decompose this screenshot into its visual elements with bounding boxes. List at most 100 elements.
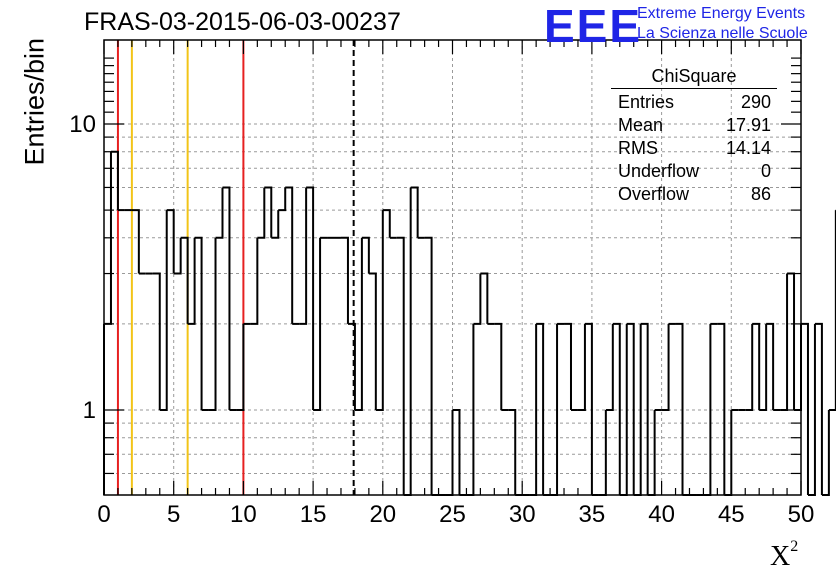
histogram-bar: [759, 324, 766, 410]
histogram-bar: [829, 210, 836, 410]
histogram-bar: [794, 324, 801, 410]
x-axis-label-sup: 2: [790, 538, 798, 555]
histogram-bar: [188, 238, 195, 324]
histogram-bar: [634, 324, 641, 495]
x-tick-label: 15: [300, 501, 327, 528]
reference-lines: [118, 40, 354, 495]
x-tick-label: 20: [369, 501, 396, 528]
histogram-bar: [627, 324, 634, 495]
stats-value: 17.91: [726, 114, 771, 137]
histogram-bar: [404, 187, 411, 495]
histogram-bar: [222, 187, 229, 410]
histogram-bar: [752, 324, 759, 410]
histogram-bar: [822, 410, 829, 495]
histogram-bar: [620, 324, 627, 495]
histogram-bar: [397, 238, 404, 495]
histogram-bar: [473, 274, 480, 324]
x-tick-label: 40: [648, 501, 675, 528]
histogram-bar: [362, 238, 369, 274]
histogram-bar: [216, 187, 223, 237]
x-tick-label: 35: [579, 501, 606, 528]
histogram-bar: [550, 324, 557, 495]
x-tick-label: 10: [230, 501, 257, 528]
stats-row-entries: Entries 290: [611, 91, 777, 114]
histogram-bar: [466, 324, 473, 495]
histogram-bar: [425, 238, 432, 495]
stats-title: ChiSquare: [611, 66, 777, 89]
stats-label: Overflow: [618, 183, 689, 206]
histogram-bar: [815, 324, 822, 495]
histogram-bar: [299, 187, 306, 323]
histogram-bar: [494, 324, 501, 410]
histogram-bar: [111, 152, 118, 210]
stats-label: RMS: [618, 137, 658, 160]
stats-row-mean: Mean 17.91: [611, 114, 777, 137]
x-tick-label: 45: [718, 501, 745, 528]
eee-logo-caption: Extreme Energy Events La Scienza nelle S…: [637, 4, 808, 44]
histogram-bar: [766, 324, 773, 410]
histogram-bar: [662, 324, 669, 410]
logo-line-2: La Scienza nelle Scuole: [637, 24, 808, 44]
stats-value: 0: [761, 160, 771, 183]
stats-value: 290: [741, 91, 771, 114]
x-tick-label: 30: [509, 501, 536, 528]
histogram-bar: [383, 210, 390, 238]
eee-logo: EEE: [544, 4, 642, 48]
histogram-bar: [745, 324, 752, 410]
histogram-bar: [780, 274, 787, 410]
logo-line-1: Extreme Energy Events: [637, 4, 808, 24]
histogram-bar: [257, 187, 264, 237]
stats-value: 14.14: [726, 137, 771, 160]
histogram-bar: [564, 324, 571, 410]
histogram-bar: [174, 238, 181, 274]
histogram-bar: [181, 238, 188, 324]
histogram-bar: [306, 187, 313, 410]
histogram-bar: [578, 324, 585, 410]
histogram-bar: [271, 210, 278, 238]
histogram-bar: [703, 324, 710, 495]
stats-label: Entries: [618, 91, 674, 114]
histogram-bar: [153, 274, 160, 410]
x-tick-label: 25: [439, 501, 466, 528]
histogram-bar: [480, 274, 487, 324]
histogram-bar: [369, 274, 376, 410]
histogram-bar: [132, 210, 139, 273]
chart-title: FRAS-03-2015-06-03-00237: [84, 8, 401, 37]
stats-value: 86: [751, 183, 771, 206]
histogram-bar: [278, 187, 285, 210]
histogram-bar: [411, 187, 418, 237]
y-axis-label: Entries/bin: [20, 56, 51, 166]
histogram-bar: [264, 187, 271, 237]
histogram-bar: [808, 324, 815, 495]
histogram-bar: [717, 324, 724, 495]
histogram-bar: [160, 210, 167, 410]
histogram-bar: [787, 274, 794, 410]
histogram-bar: [341, 238, 348, 324]
histogram-bar: [801, 324, 808, 495]
histogram-bar: [348, 324, 355, 410]
histogram-bar: [585, 324, 592, 495]
histogram-bar: [536, 324, 543, 495]
x-tick-label: 0: [97, 501, 110, 528]
histogram-bar: [529, 324, 536, 495]
histogram-bar: [250, 238, 257, 324]
stats-label: Underflow: [618, 160, 699, 183]
histogram-bar: [236, 324, 243, 410]
histogram-bar: [606, 324, 613, 410]
stats-label: Mean: [618, 114, 663, 137]
x-tick-label: 5: [167, 501, 180, 528]
histogram-bar: [285, 187, 292, 323]
x-axis-label: X2: [770, 538, 798, 573]
histogram-bar: [167, 210, 174, 273]
histogram-bar: [613, 324, 620, 495]
x-tick-label: 50: [788, 501, 815, 528]
stats-row-underflow: Underflow 0: [611, 160, 777, 183]
histogram-bar: [641, 324, 648, 495]
stats-row-rms: RMS 14.14: [611, 137, 777, 160]
y-tick-label: 1: [83, 397, 96, 424]
y-tick-label: 10: [69, 111, 96, 138]
stats-row-overflow: Overflow 86: [611, 183, 777, 206]
histogram-bar: [376, 210, 383, 410]
histogram-bar: [676, 324, 683, 495]
